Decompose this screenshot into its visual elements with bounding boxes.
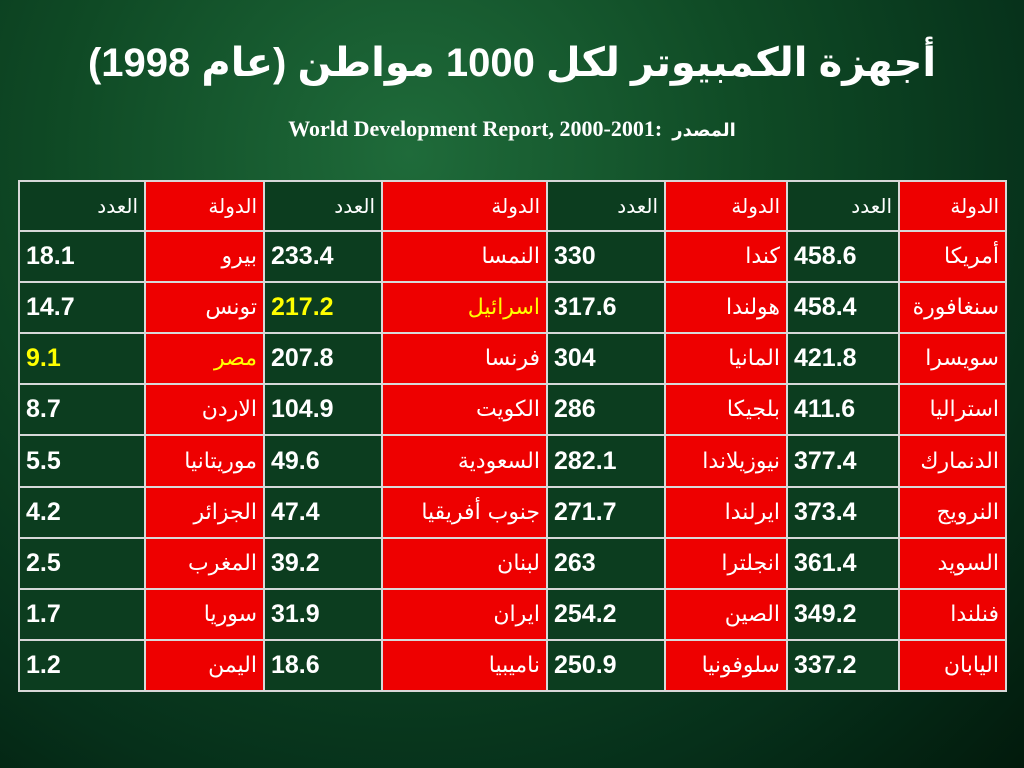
country-cell: هولندا [664, 281, 788, 335]
count-cell: 373.4 [786, 485, 900, 539]
count-cell: 1.2 [18, 638, 146, 693]
header-country-2: الدولة [664, 179, 788, 233]
count-cell: 330 [546, 230, 666, 284]
count-cell: 39.2 [263, 536, 383, 590]
count-cell: 317.6 [546, 281, 666, 335]
country-cell: بيرو [144, 230, 265, 284]
header-count-1: العدد [786, 179, 900, 233]
country-cell: موريتانيا [144, 434, 265, 488]
count-cell: 207.8 [263, 332, 383, 386]
count-cell: 458.4 [786, 281, 900, 335]
country-cell: جنوب أفريقيا [381, 485, 548, 539]
count-cell: 47.4 [263, 485, 383, 539]
header-country-1: الدولة [898, 179, 1007, 233]
count-cell: 2.5 [18, 536, 146, 590]
country-cell: الاردن [144, 383, 265, 437]
count-cell: 361.4 [786, 536, 900, 590]
country-cell: نيوزيلاندا [664, 434, 788, 488]
country-cell: لبنان [381, 536, 548, 590]
count-cell: 282.1 [546, 434, 666, 488]
country-cell: المانيا [664, 332, 788, 386]
count-cell: 377.4 [786, 434, 900, 488]
count-cell: 9.1 [18, 332, 146, 386]
count-cell: 250.9 [546, 638, 666, 693]
header-count-3: العدد [263, 179, 383, 233]
country-cell: سنغافورة [898, 281, 1007, 335]
country-cell: سلوفونيا [664, 638, 788, 693]
count-cell: 304 [546, 332, 666, 386]
country-cell: ايران [381, 587, 548, 641]
table-header-row: الدولة العدد الدولة العدد الدولة العدد ا… [18, 179, 1007, 233]
count-cell: 49.6 [263, 434, 383, 488]
country-cell: أمريكا [898, 230, 1007, 284]
country-cell: انجلترا [664, 536, 788, 590]
country-cell: النرويج [898, 485, 1007, 539]
count-cell: 14.7 [18, 281, 146, 335]
country-cell: اليمن [144, 638, 265, 693]
count-cell: 271.7 [546, 485, 666, 539]
slide-title: أجهزة الكمبيوتر لكل 1000 مواطن (عام 1998… [87, 41, 937, 85]
count-cell: 5.5 [18, 434, 146, 488]
country-cell: الدنمارك [898, 434, 1007, 488]
count-cell: 411.6 [786, 383, 900, 437]
country-cell: ايرلندا [664, 485, 788, 539]
computers-per-1000-table: الدولة العدد الدولة العدد الدولة العدد ا… [18, 179, 1007, 693]
count-cell: 349.2 [786, 587, 900, 641]
country-cell: سوريا [144, 587, 265, 641]
table-row: السويد 361.4 انجلترا 263 لبنان 39.2 المغرب 2.5 [18, 536, 1007, 590]
count-cell: 263 [546, 536, 666, 590]
table-row: الدنمارك 377.4 نيوزيلاندا 282.1 السعودية 49.6… [18, 434, 1007, 488]
country-cell: الجزائر [144, 485, 265, 539]
country-cell: مصر [144, 332, 265, 386]
count-cell: 1.7 [18, 587, 146, 641]
country-cell: تونس [144, 281, 265, 335]
header-count-2: العدد [546, 179, 666, 233]
count-cell: 421.8 [786, 332, 900, 386]
country-cell: المغرب [144, 536, 265, 590]
header-count-4: العدد [18, 179, 146, 233]
source-line: World Development Report, 2000-2001: الم… [0, 116, 1024, 142]
table-row: فنلندا 349.2 الصين 254.2 ايران 31.9 سوريا 1.7 [18, 587, 1007, 641]
source-label: المصدر [672, 120, 736, 140]
table-row: سويسرا 421.8 المانيا 304 فرنسا 207.8 مصر 9.1 [18, 332, 1007, 386]
data-table-container: الدولة العدد الدولة العدد الدولة العدد ا… [18, 179, 1007, 693]
table-row: النرويج 373.4 ايرلندا 271.7 جنوب أفريقيا 47.4… [18, 485, 1007, 539]
count-cell: 18.6 [263, 638, 383, 693]
country-cell: السعودية [381, 434, 548, 488]
count-cell: 217.2 [263, 281, 383, 335]
count-cell: 31.9 [263, 587, 383, 641]
country-cell: بلجيكا [664, 383, 788, 437]
count-cell: 18.1 [18, 230, 146, 284]
country-cell: فنلندا [898, 587, 1007, 641]
country-cell: الصين [664, 587, 788, 641]
table-row: اليابان 337.2 سلوفونيا 250.9 ناميبيا 18.6 اليم… [18, 638, 1007, 693]
count-cell: 233.4 [263, 230, 383, 284]
table-row: سنغافورة 458.4 هولندا 317.6 اسرائيل 217.2 تونس… [18, 281, 1007, 335]
count-cell: 458.6 [786, 230, 900, 284]
count-cell: 104.9 [263, 383, 383, 437]
country-cell: سويسرا [898, 332, 1007, 386]
source-text: World Development Report, 2000-2001: [288, 116, 663, 141]
count-cell: 8.7 [18, 383, 146, 437]
header-country-4: الدولة [144, 179, 265, 233]
country-cell: استراليا [898, 383, 1007, 437]
country-cell: فرنسا [381, 332, 548, 386]
country-cell: ناميبيا [381, 638, 548, 693]
table-row: استراليا 411.6 بلجيكا 286 الكويت 104.9 الاردن 8… [18, 383, 1007, 437]
count-cell: 286 [546, 383, 666, 437]
count-cell: 4.2 [18, 485, 146, 539]
country-cell: السويد [898, 536, 1007, 590]
count-cell: 337.2 [786, 638, 900, 693]
country-cell: اليابان [898, 638, 1007, 693]
country-cell: النمسا [381, 230, 548, 284]
header-country-3: الدولة [381, 179, 548, 233]
table-row: أمريكا 458.6 كندا 330 النمسا 233.4 بيرو 18.1 [18, 230, 1007, 284]
country-cell: اسرائيل [381, 281, 548, 335]
country-cell: الكويت [381, 383, 548, 437]
count-cell: 254.2 [546, 587, 666, 641]
country-cell: كندا [664, 230, 788, 284]
